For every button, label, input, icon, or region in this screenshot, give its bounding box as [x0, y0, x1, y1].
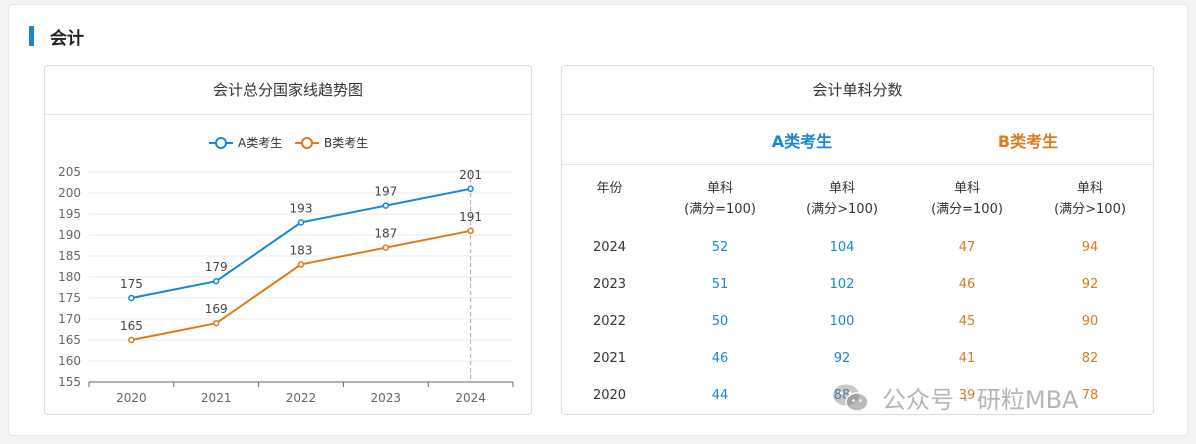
cell-b1: 39 [958, 388, 976, 403]
cell-year: 2021 [592, 351, 627, 366]
x-tick-label: 2023 [371, 391, 402, 405]
table-header: 年份 单科 (满分=100) 单科 (满分>100) 单科 (满分=100) 单… [562, 178, 1155, 228]
data-label: 179 [205, 260, 228, 274]
x-tick-label: 2020 [116, 391, 147, 405]
data-point [467, 227, 474, 235]
group-b-label: B类考生 [997, 132, 1059, 151]
legend-marker [301, 137, 313, 149]
legend-marker [215, 137, 227, 149]
table-row: 2023 51 102 46 92 [562, 273, 1155, 310]
table-title: 会计单科分数 [562, 66, 1153, 115]
data-label: 191 [459, 210, 482, 224]
data-label: 169 [205, 302, 228, 316]
x-tick-label: 2022 [286, 391, 317, 405]
cell-b2: 90 [1081, 314, 1099, 329]
cell-year: 2020 [592, 388, 627, 403]
cell-b2: 94 [1081, 240, 1099, 255]
watermark-text: 公众号 · 研粒MBA [882, 386, 1079, 414]
header-a-single-100: 单科 (满分=100) [670, 178, 770, 220]
header-line2: (满分>100) [806, 202, 878, 217]
cell-a2: 102 [829, 277, 855, 292]
page-panel: 会计 会计总分国家线趋势图 155 160 165 170 175 180 185 190 19… [8, 4, 1188, 436]
data-label: 175 [120, 277, 143, 291]
watermark: 公众号 · 研粒MBA [832, 380, 1078, 415]
data-point [297, 219, 305, 226]
data-label: 165 [120, 319, 143, 333]
cell-b1: 41 [958, 351, 976, 366]
cell-b1: 46 [958, 277, 976, 292]
data-label: 197 [374, 185, 397, 199]
cell-b2: 78 [1081, 388, 1099, 403]
y-tick-label: 185 [58, 249, 81, 263]
y-tick-label: 155 [58, 375, 81, 389]
y-tick-label: 180 [58, 270, 81, 284]
header-a-single-over100: 单科 (满分>100) [792, 178, 892, 220]
cell-b1: 45 [958, 314, 976, 329]
score-table-card: 会计单科分数 A类考生 B类考生 年份 单科 (满分=100) 单科 (满分>1… [561, 65, 1154, 415]
cell-a1: 51 [711, 277, 729, 292]
cell-a1: 46 [711, 351, 729, 366]
data-label: 193 [290, 201, 313, 215]
data-point [128, 336, 135, 344]
cell-a1: 52 [711, 240, 729, 255]
group-a-label: A类考生 [771, 132, 833, 151]
legend-label: B类考生 [324, 136, 368, 150]
wechat-icon [833, 384, 869, 412]
header-line1: 单科 [828, 181, 855, 196]
cell-a1: 44 [711, 388, 729, 403]
chart-card: 会计总分国家线趋势图 155 160 165 170 175 180 185 190 195 20… [44, 65, 532, 415]
data-point [382, 244, 390, 251]
cell-b2: 82 [1081, 351, 1099, 366]
y-tick-label: 195 [58, 207, 81, 221]
cell-year: 2023 [592, 277, 627, 292]
y-tick-label: 170 [58, 312, 81, 326]
data-point [467, 185, 474, 193]
line-chart: 155 160 165 170 175 180 185 190 195 200 205 2020 202… [58, 136, 514, 405]
data-point [212, 277, 220, 285]
group-header-row: A类考生 B类考生 [562, 115, 1153, 165]
section-title: 会计 [50, 28, 84, 49]
header-line2: (满分=100) [684, 202, 756, 217]
data-point [297, 261, 305, 268]
header-line1: 单科 [706, 181, 733, 196]
header-line2: (满分>100) [1054, 202, 1126, 217]
cell-b2: 92 [1081, 277, 1099, 292]
cell-a2: 92 [833, 351, 851, 366]
section-header: 会计 [29, 25, 84, 49]
header-line1: 单科 [953, 181, 980, 196]
cell-year: 2024 [592, 240, 627, 255]
cell-a1: 50 [711, 314, 729, 329]
data-label: 187 [374, 227, 397, 241]
table-row: 2021 46 92 41 82 [562, 347, 1155, 384]
table-row: 2024 52 104 47 94 [562, 236, 1155, 273]
header-line2: (满分=100) [931, 202, 1003, 217]
chart-title: 会计总分国家线趋势图 [45, 66, 531, 115]
data-point [128, 294, 135, 302]
y-tick-label: 165 [58, 333, 81, 347]
header-b-single-100: 单科 (满分=100) [917, 178, 1017, 220]
cell-a2: 100 [829, 314, 855, 329]
data-label: 183 [290, 243, 313, 257]
header-year: 年份 [596, 181, 623, 196]
data-point [382, 202, 390, 209]
y-tick-label: 200 [58, 186, 81, 200]
y-tick-label: 190 [58, 228, 81, 242]
data-point [212, 319, 220, 327]
x-tick-label: 2024 [455, 391, 486, 405]
cell-a2: 104 [829, 240, 855, 255]
x-tick-label: 2021 [201, 391, 232, 405]
cell-b1: 47 [958, 240, 976, 255]
section-accent-bar [29, 26, 34, 46]
y-tick-label: 160 [58, 354, 81, 368]
y-tick-label: 175 [58, 291, 81, 305]
table-row: 2022 50 100 45 90 [562, 310, 1155, 347]
legend-label: A类考生 [238, 136, 282, 150]
data-label: 201 [459, 168, 482, 182]
header-b-single-over100: 单科 (满分>100) [1040, 178, 1140, 220]
header-line1: 单科 [1076, 181, 1103, 196]
y-tick-label: 205 [58, 165, 81, 179]
cell-year: 2022 [592, 314, 627, 329]
